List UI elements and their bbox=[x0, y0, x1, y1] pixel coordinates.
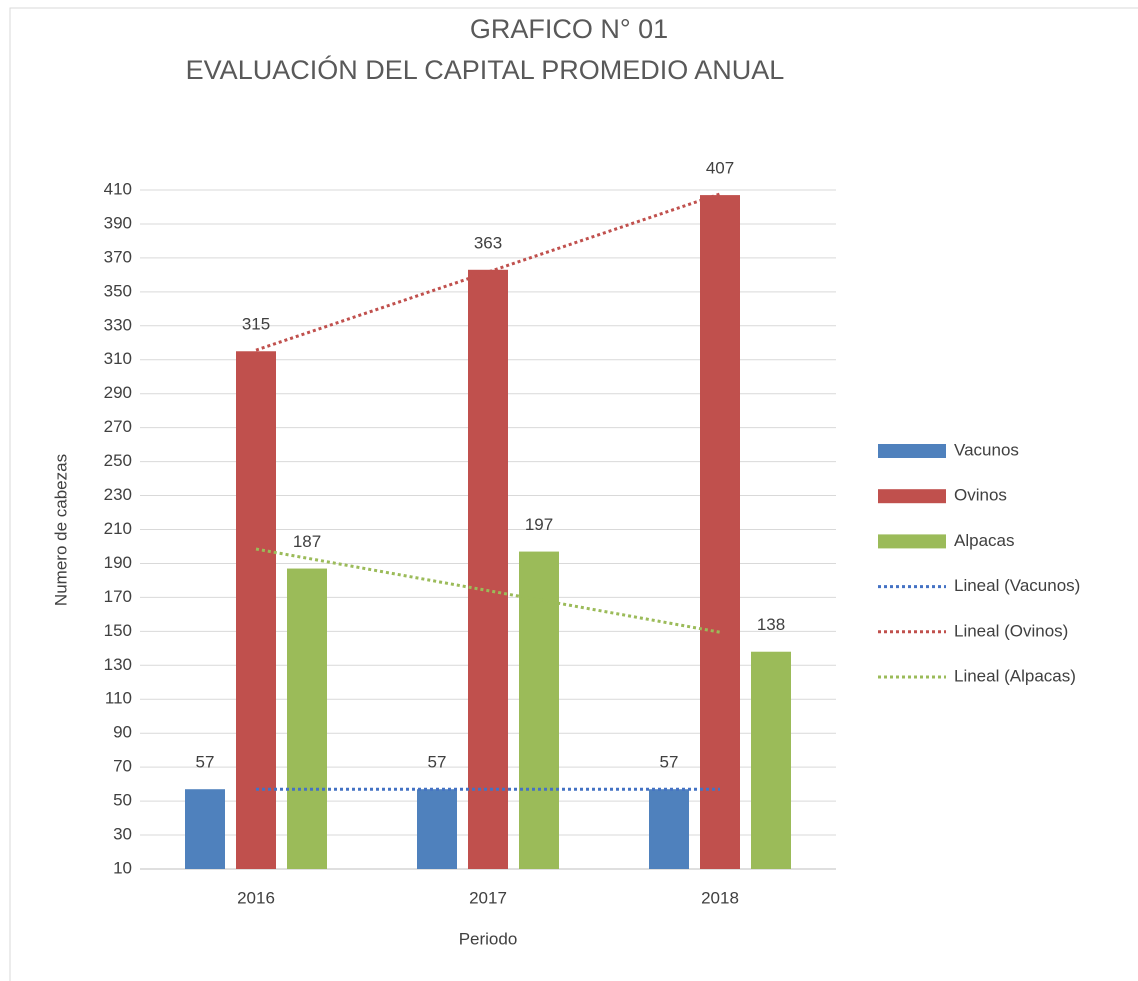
y-tick-label: 370 bbox=[104, 247, 132, 266]
y-axis-label: Numero de cabezas bbox=[51, 454, 70, 606]
y-tick-label: 190 bbox=[104, 553, 132, 572]
data-label: 315 bbox=[242, 315, 270, 334]
data-label: 363 bbox=[474, 233, 502, 252]
y-tick-label: 250 bbox=[104, 451, 132, 470]
y-tick-label: 170 bbox=[104, 587, 132, 606]
y-tick-label: 330 bbox=[104, 315, 132, 334]
y-tick-label: 410 bbox=[104, 179, 132, 198]
y-tick-label: 110 bbox=[105, 689, 132, 708]
data-label: 57 bbox=[428, 753, 447, 772]
y-tick-label: 230 bbox=[104, 485, 132, 504]
data-label: 57 bbox=[196, 753, 215, 772]
bar bbox=[468, 269, 508, 870]
y-tick-label: 10 bbox=[113, 858, 132, 877]
legend-label: Lineal (Vacunos) bbox=[954, 576, 1080, 595]
x-axis-label: Periodo bbox=[459, 929, 518, 948]
data-label: 138 bbox=[757, 615, 785, 634]
x-tick-label: 2018 bbox=[701, 888, 739, 907]
bar bbox=[751, 651, 791, 869]
chart-title: EVALUACIÓN DEL CAPITAL PROMEDIO ANUAL bbox=[186, 54, 785, 85]
legend-label: Lineal (Alpacas) bbox=[954, 666, 1076, 685]
chart-title: GRAFICO N° 01 bbox=[470, 14, 668, 44]
legend-label: Alpacas bbox=[954, 531, 1014, 550]
legend-label: Ovinos bbox=[954, 486, 1007, 505]
bar bbox=[700, 195, 740, 869]
bar bbox=[649, 789, 689, 869]
data-label: 187 bbox=[293, 532, 321, 551]
legend-swatch bbox=[878, 489, 946, 504]
y-tick-label: 30 bbox=[113, 825, 132, 844]
bar bbox=[417, 789, 457, 869]
y-tick-label: 310 bbox=[104, 349, 132, 368]
bar bbox=[236, 351, 276, 869]
trendline bbox=[255, 547, 721, 634]
y-tick-label: 350 bbox=[104, 281, 132, 300]
y-tick-label: 150 bbox=[104, 621, 132, 640]
y-tick-label: 210 bbox=[104, 519, 132, 538]
y-tick-label: 270 bbox=[104, 417, 132, 436]
legend-label: Lineal (Ovinos) bbox=[954, 621, 1068, 640]
legend-swatch bbox=[878, 444, 946, 458]
bar bbox=[287, 568, 327, 869]
y-tick-label: 290 bbox=[104, 383, 132, 402]
y-tick-label: 90 bbox=[113, 723, 132, 742]
y-tick-label: 50 bbox=[113, 791, 132, 810]
bar bbox=[185, 789, 225, 869]
bar bbox=[519, 551, 559, 869]
legend-swatch bbox=[878, 534, 946, 549]
data-label: 407 bbox=[706, 159, 734, 178]
data-label: 197 bbox=[525, 515, 553, 534]
x-tick-label: 2017 bbox=[469, 888, 507, 907]
y-tick-label: 390 bbox=[104, 213, 132, 232]
data-label: 57 bbox=[660, 753, 679, 772]
y-tick-label: 130 bbox=[104, 655, 132, 674]
legend-label: Vacunos bbox=[954, 440, 1019, 459]
y-tick-label: 70 bbox=[113, 757, 132, 776]
x-tick-label: 2016 bbox=[237, 888, 275, 907]
